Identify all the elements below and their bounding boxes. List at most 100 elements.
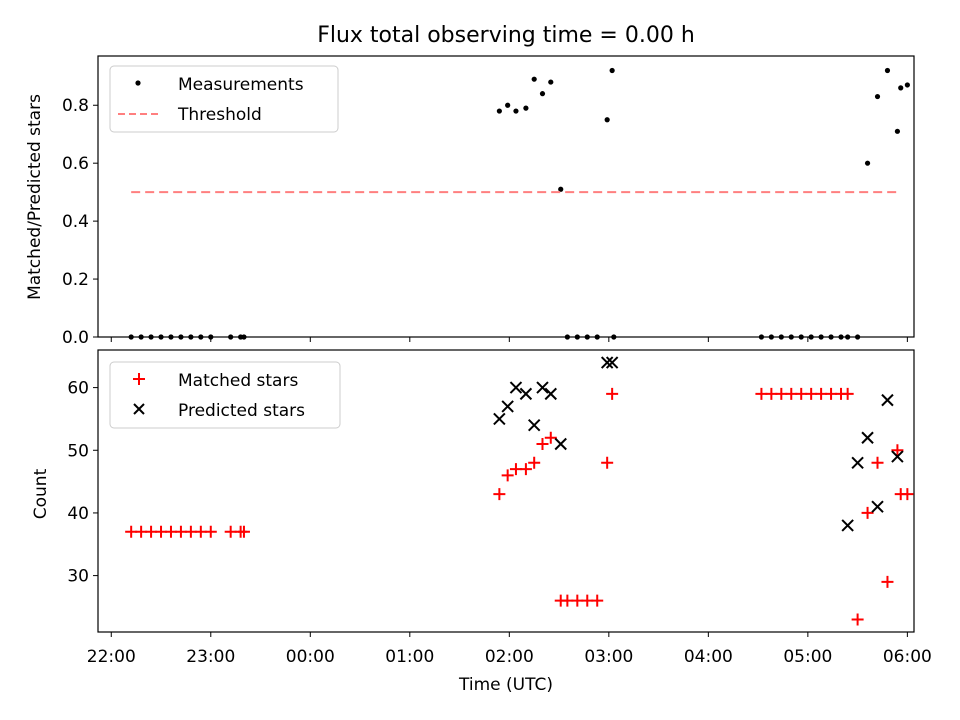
matched-point	[204, 525, 217, 538]
measurement-point	[241, 334, 247, 340]
measurement-point	[198, 334, 204, 340]
measurement-point	[188, 334, 194, 340]
x-tick-label: 06:00	[883, 647, 932, 667]
measurement-point	[531, 76, 537, 82]
measurement-point	[496, 108, 502, 114]
y-tick-label: 0.2	[62, 270, 89, 290]
y-tick-label: 50	[67, 441, 89, 461]
predicted-point	[605, 356, 619, 369]
matched-point	[891, 444, 904, 457]
measurement-point	[558, 186, 564, 192]
top-y-axis-label: Matched/Predicted stars	[25, 94, 45, 300]
measurement-point	[604, 117, 610, 123]
legend-measurements-label: Measurements	[178, 75, 304, 95]
matched-point	[493, 488, 506, 501]
top-y-ticks: 0.0 0.2 0.4 0.6 0.8	[62, 96, 98, 348]
top-axes: 0.00.20.40.60.8 Matched/Predicted stars …	[25, 55, 915, 348]
x-axis-label: Time (UTC)	[458, 675, 553, 695]
matched-point	[861, 506, 874, 519]
measurement-point	[768, 334, 774, 340]
matched-point	[901, 488, 914, 501]
predicted-point	[554, 437, 567, 451]
bottom-legend: Matched stars Predicted stars	[109, 361, 341, 429]
predicted-point	[841, 519, 854, 532]
y-tick-label: 0.8	[62, 96, 89, 116]
matched-point	[544, 431, 557, 444]
measurement-point	[168, 334, 174, 340]
y-tick-label: 40	[67, 504, 89, 524]
measurement-point	[845, 334, 851, 340]
bottom-y-axis-label: Count	[31, 468, 51, 519]
measurement-point	[898, 85, 904, 91]
measurement-point	[609, 67, 615, 74]
predicted-point	[501, 400, 514, 413]
predicted-point	[891, 450, 904, 463]
measurement-point	[178, 334, 184, 340]
bottom-axes: 30 40 50 60 22:00 23:00 00:00 01:00 02:00 03:00 0…	[31, 349, 932, 695]
predicted-point	[881, 393, 894, 407]
predicted-point	[493, 412, 506, 426]
y-tick-label: 30	[67, 567, 89, 587]
bottom-plot-area	[125, 356, 914, 626]
x-tick-label: 23:00	[186, 647, 235, 667]
legend-predicted-marker	[133, 403, 145, 415]
y-tick-label: 0.0	[62, 328, 89, 348]
bottom-y-ticks: 30 40 50 60	[67, 379, 98, 587]
x-tick-label: 02:00	[485, 647, 534, 667]
matched-point	[591, 594, 604, 607]
top-legend-box	[109, 65, 339, 133]
bottom-x-ticks: 22:00 23:00 00:00 01:00 02:00 03:00 04:00 05:00…	[87, 632, 932, 667]
predicted-point	[509, 381, 523, 394]
legend-matched-label: Matched stars	[178, 371, 298, 391]
measurement-point	[874, 93, 881, 100]
predicted-point	[600, 356, 614, 369]
measurement-point	[778, 334, 784, 340]
measurement-point	[904, 82, 910, 88]
predicted-point	[871, 500, 884, 513]
predicted-point	[544, 387, 557, 401]
measurement-point	[505, 102, 511, 108]
x-tick-label: 04:00	[684, 647, 733, 667]
matched-point	[841, 387, 854, 400]
measurement-point	[523, 105, 529, 111]
legend-matched-marker	[133, 373, 145, 385]
measurement-point	[808, 334, 814, 340]
predicted-point	[861, 431, 874, 444]
measurement-point	[828, 334, 834, 340]
top-axes-frame	[97, 55, 915, 338]
predicted-point	[536, 381, 549, 394]
measurement-point	[884, 67, 891, 74]
measurement-point	[594, 334, 600, 340]
matched-point	[519, 463, 532, 476]
measurement-point	[564, 334, 570, 340]
legend-measurements-marker	[135, 80, 141, 86]
measurement-point	[798, 334, 804, 340]
figure-title: Flux total observing time = 0.00 h	[317, 23, 695, 48]
top-plot-area	[128, 67, 910, 340]
x-tick-label: 05:00	[783, 647, 832, 667]
top-x-ticks	[110, 337, 908, 342]
measurement-point	[864, 160, 871, 166]
measurement-point	[148, 334, 154, 340]
measurement-point	[128, 334, 134, 340]
matched-point	[871, 456, 884, 469]
bottom-axes-frame	[97, 349, 915, 633]
measurement-point	[758, 334, 765, 340]
measurement-point	[208, 334, 214, 340]
matched-point	[881, 575, 894, 588]
measurement-point	[539, 91, 546, 97]
legend-threshold-label: Threshold	[177, 105, 262, 125]
x-tick-label: 00:00	[286, 647, 335, 667]
x-tick-label: 03:00	[584, 647, 633, 667]
measurement-point	[158, 334, 164, 340]
measurement-point	[584, 334, 590, 340]
y-tick-label: 0.6	[62, 154, 89, 174]
measurement-point	[788, 334, 794, 340]
legend-predicted-label: Predicted stars	[178, 401, 305, 421]
measurement-point	[838, 334, 844, 340]
measurement-point	[818, 334, 824, 340]
predicted-point	[519, 387, 533, 401]
matched-point	[501, 469, 514, 482]
measurement-point	[513, 108, 519, 114]
